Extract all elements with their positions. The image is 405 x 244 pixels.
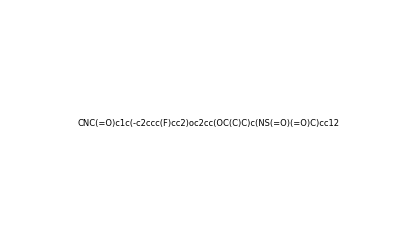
Text: CNC(=O)c1c(-c2ccc(F)cc2)oc2cc(OC(C)C)c(NS(=O)(=O)C)cc12: CNC(=O)c1c(-c2ccc(F)cc2)oc2cc(OC(C)C)c(N… (77, 119, 338, 128)
